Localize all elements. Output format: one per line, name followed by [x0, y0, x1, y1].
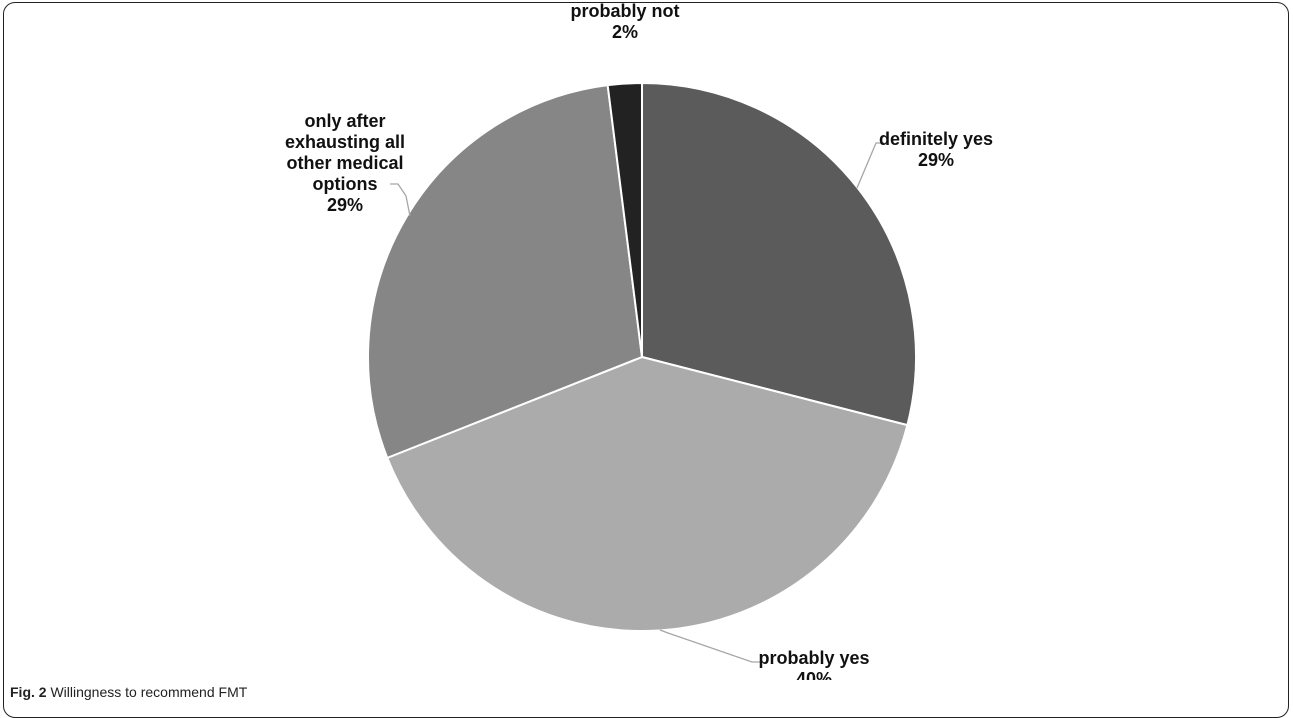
pie-slice-only-after-exhausting-all-other-medical-options: [367, 84, 644, 460]
slice-label-probably-yes: 40%: [796, 669, 832, 680]
slice-label-only-after-exhausting-all-other-medical-options: options: [313, 174, 378, 194]
slice-label-definitely-yes: 29%: [918, 150, 954, 170]
leader-line-probably-yes: [659, 629, 762, 663]
slice-label-only-after-exhausting-all-other-medical-options: other medical: [286, 153, 403, 173]
slice-label-probably-yes: probably yes: [758, 648, 869, 668]
pie-slice-probably-yes: [385, 355, 909, 632]
leader-line-definitely-yes: [856, 142, 884, 189]
figure-caption: Fig. 2 Willingness to recommend FMT: [10, 684, 247, 700]
pie-slice-probably-not: [606, 81, 643, 358]
figure-caption-text: Willingness to recommend FMT: [46, 684, 248, 700]
slice-label-probably-not: probably not: [571, 1, 680, 21]
slice-label-only-after-exhausting-all-other-medical-options: 29%: [327, 195, 363, 215]
pie-slice-definitely-yes: [641, 81, 917, 427]
leader-line-only-after-exhausting-all-other-medical-options: [390, 183, 411, 217]
slice-label-only-after-exhausting-all-other-medical-options: only after: [304, 111, 385, 131]
slice-label-definitely-yes: definitely yes: [879, 129, 993, 149]
slice-label-probably-not: 2%: [612, 22, 638, 42]
slice-label-only-after-exhausting-all-other-medical-options: exhausting all: [285, 132, 405, 152]
figure-number: Fig. 2: [10, 684, 47, 700]
